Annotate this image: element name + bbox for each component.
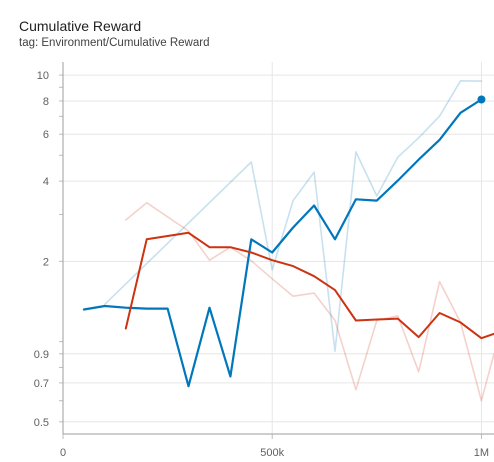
series-end-marker — [477, 96, 485, 104]
data-point — [479, 399, 483, 403]
data-point — [291, 226, 295, 230]
data-point — [249, 251, 253, 255]
data-point — [249, 160, 253, 164]
data-point — [145, 307, 149, 311]
data-point — [396, 179, 400, 183]
data-point — [166, 307, 170, 311]
data-point — [354, 388, 358, 392]
data-point — [417, 335, 421, 339]
data-point — [291, 294, 295, 298]
data-point — [124, 327, 128, 331]
y-tick-label: 6 — [43, 129, 49, 141]
data-point — [145, 201, 149, 205]
data-point — [459, 111, 463, 115]
data-point — [438, 114, 442, 118]
series-line-raw-3 — [126, 203, 494, 401]
y-tick-label: 0.9 — [34, 349, 49, 361]
data-point — [249, 259, 253, 263]
data-point — [312, 274, 316, 278]
data-point — [417, 158, 421, 162]
data-point — [208, 306, 212, 310]
data-point — [103, 304, 107, 308]
data-point — [208, 258, 212, 262]
data-point — [375, 194, 379, 198]
data-point — [354, 319, 358, 323]
y-tick-label: 8 — [43, 96, 49, 108]
data-point — [82, 308, 86, 312]
y-tick-label: 4 — [43, 176, 49, 188]
data-point — [375, 199, 379, 203]
data-point — [270, 251, 274, 255]
data-point — [459, 320, 463, 324]
data-point — [270, 268, 274, 272]
label-layer: 10 8 6 4 2 0.9 0.7 0.5 0 500k 1M — [34, 70, 489, 459]
data-point — [291, 199, 295, 203]
data-point — [375, 318, 379, 322]
data-point — [208, 245, 212, 249]
data-point — [396, 155, 400, 159]
data-point — [312, 204, 316, 208]
data-point — [124, 218, 128, 222]
data-point — [438, 280, 442, 284]
y-tick-label: 0.7 — [34, 378, 49, 390]
data-point — [333, 349, 337, 353]
data-point — [438, 311, 442, 315]
data-point — [354, 197, 358, 201]
data-point — [124, 306, 128, 310]
x-tick-label: 500k — [260, 447, 284, 459]
data-point — [187, 231, 191, 235]
series-line-smoothed-0 — [84, 100, 482, 387]
data-point — [459, 79, 463, 83]
data-point — [187, 384, 191, 388]
y-tick-label: 2 — [43, 256, 49, 268]
y-tick-label: 10 — [37, 70, 49, 82]
x-tick-label: 1M — [474, 447, 489, 459]
data-point — [145, 237, 149, 241]
data-point — [270, 258, 274, 262]
data-point — [417, 370, 421, 374]
data-point — [249, 237, 253, 241]
y-tick-label: 0.5 — [34, 417, 49, 429]
data-point — [333, 288, 337, 292]
data-point — [479, 336, 483, 340]
data-point — [396, 317, 400, 321]
data-point — [417, 136, 421, 140]
data-point — [228, 374, 232, 378]
series-line-raw-1 — [105, 81, 482, 351]
data-point — [333, 237, 337, 241]
data-point — [312, 291, 316, 295]
data-point — [438, 138, 442, 142]
data-point — [333, 319, 337, 323]
data-point — [354, 150, 358, 154]
data-point — [479, 79, 483, 83]
x-tick-label: 0 — [60, 447, 66, 459]
data-point — [291, 264, 295, 268]
data-point — [228, 245, 232, 249]
data-point — [270, 277, 274, 281]
data-point — [312, 170, 316, 174]
